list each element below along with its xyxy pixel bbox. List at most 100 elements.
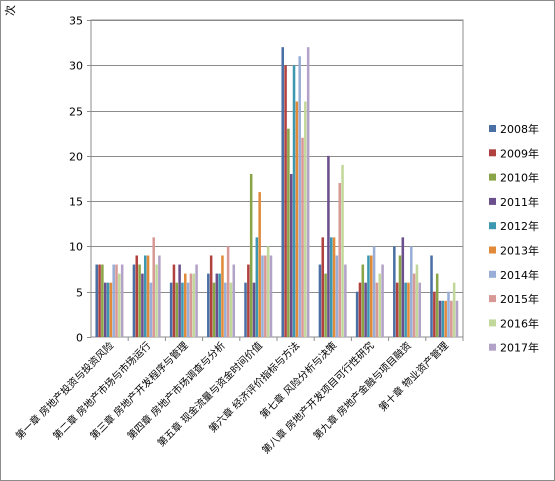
bar <box>184 273 187 337</box>
y-tick-label: 0 <box>76 332 83 345</box>
bar <box>295 101 299 337</box>
bar <box>327 155 330 337</box>
bar <box>141 273 144 337</box>
bar <box>393 246 396 337</box>
bar <box>138 264 141 337</box>
bar <box>298 56 301 337</box>
bar <box>281 47 284 338</box>
legend-label: 2013年 <box>500 244 539 258</box>
bar <box>335 255 339 337</box>
legend-swatch <box>489 246 496 254</box>
bar <box>418 282 422 337</box>
bar <box>181 282 184 337</box>
legend-label: 2009年 <box>500 146 539 160</box>
bar <box>332 237 336 337</box>
legend-label: 2011年 <box>500 195 539 209</box>
bar <box>447 291 450 337</box>
bar <box>169 282 173 337</box>
legend-label: 2016年 <box>500 316 539 330</box>
bar <box>452 282 456 337</box>
legend-label: 2014年 <box>500 268 539 282</box>
bar <box>361 264 365 337</box>
bar <box>435 273 439 337</box>
legend-label: 2015年 <box>500 292 539 306</box>
bar <box>152 237 155 337</box>
bar <box>292 65 296 337</box>
bar <box>410 246 413 337</box>
legend-swatch <box>489 319 496 327</box>
legend-swatch <box>489 222 496 230</box>
y-tick-label: 20 <box>69 151 83 164</box>
bar <box>192 273 196 337</box>
bar <box>115 264 118 337</box>
y-tick-label: 15 <box>69 196 83 209</box>
bar <box>120 264 124 337</box>
bar <box>381 264 384 337</box>
bar <box>95 264 98 337</box>
bar <box>232 264 236 337</box>
bar <box>269 255 273 337</box>
bar <box>355 291 359 337</box>
legend-swatch <box>489 270 496 278</box>
bar <box>215 273 219 337</box>
category-label: 第十章 物业资产管理 <box>376 339 451 414</box>
bar <box>186 282 190 337</box>
bar <box>207 273 210 337</box>
bar <box>284 65 287 337</box>
legend-swatch <box>489 197 496 205</box>
bar <box>135 255 139 337</box>
legend-swatch <box>489 295 496 303</box>
bar <box>118 273 121 337</box>
bar <box>106 282 110 337</box>
bar <box>224 282 227 337</box>
legend-label: 2010年 <box>500 171 539 185</box>
legend-swatch <box>489 125 496 132</box>
bar <box>344 264 347 337</box>
bar <box>378 273 382 337</box>
bar <box>101 264 104 337</box>
bar <box>252 282 256 337</box>
bar <box>98 264 101 337</box>
bar <box>407 282 410 337</box>
bar <box>255 237 259 337</box>
bar <box>212 282 216 337</box>
y-axis-label: 次 <box>3 5 17 16</box>
bar <box>264 255 267 337</box>
bar <box>395 282 399 337</box>
bar <box>289 173 293 337</box>
bar <box>358 282 362 337</box>
bar <box>244 282 247 337</box>
bar <box>266 246 270 337</box>
bar <box>149 282 153 337</box>
legend-label: 2017年 <box>500 341 539 355</box>
bar <box>132 264 136 337</box>
bar <box>258 192 261 337</box>
legend-label: 2008年 <box>500 122 539 136</box>
bar <box>221 255 224 337</box>
bar <box>401 237 405 337</box>
legend-swatch <box>489 149 496 157</box>
bar <box>209 255 213 337</box>
bar <box>338 183 341 337</box>
bar <box>189 273 193 337</box>
bar <box>367 255 370 337</box>
bar <box>158 255 161 337</box>
legend-swatch <box>489 173 496 181</box>
bar <box>155 264 158 337</box>
bar <box>404 282 407 337</box>
bar <box>412 273 416 337</box>
bar <box>321 237 325 337</box>
bar <box>146 255 150 337</box>
bar <box>301 137 304 337</box>
bar <box>450 300 453 337</box>
y-tick-label: 35 <box>69 15 83 28</box>
bar <box>433 291 436 337</box>
bar <box>195 264 198 337</box>
y-tick-label: 5 <box>76 287 83 300</box>
bar <box>364 282 367 337</box>
bar <box>143 255 147 337</box>
bar <box>415 264 419 337</box>
legend-label: 2012年 <box>500 219 539 233</box>
bar <box>438 300 442 337</box>
